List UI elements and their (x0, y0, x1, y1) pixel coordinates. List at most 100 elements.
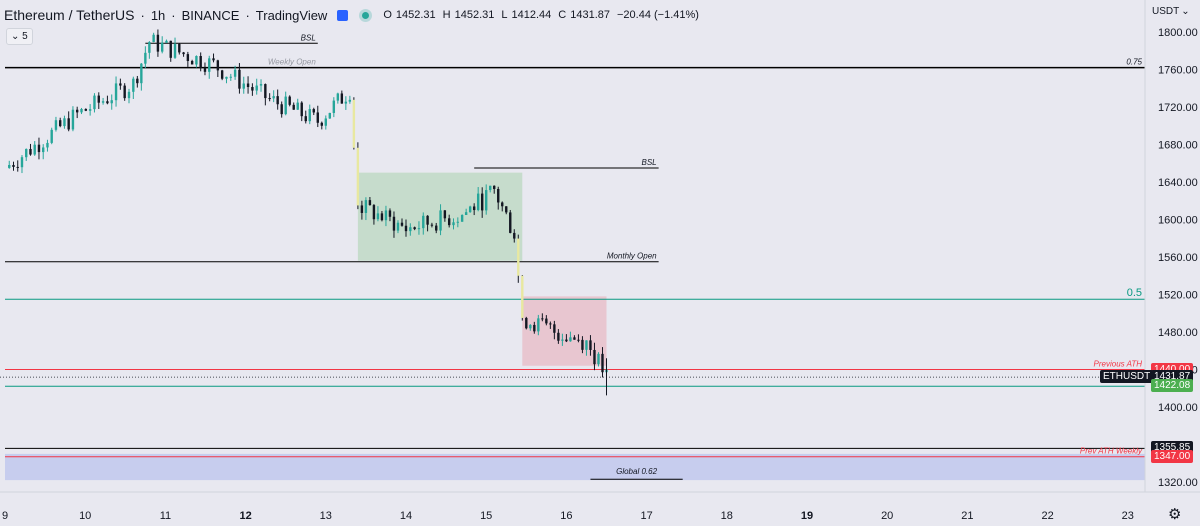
candle-body (557, 332, 560, 341)
candle-body (300, 102, 303, 117)
candle-body (404, 225, 408, 232)
level-label: BSL (301, 33, 316, 42)
candle-body (203, 68, 207, 72)
candle-body (33, 144, 36, 155)
candle-body (272, 96, 275, 99)
candle-body (392, 216, 396, 231)
level-label: Global 0.62 (616, 467, 657, 476)
candle-body (37, 144, 41, 153)
candle-body (497, 188, 500, 203)
candle-body (417, 228, 421, 230)
candle-body (80, 108, 83, 113)
candle-body (216, 60, 220, 71)
candle-body (368, 200, 372, 206)
candle-body (114, 83, 118, 101)
exchange-label: BINANCE (181, 7, 240, 23)
chevron-down-icon: ⌄ (1181, 6, 1190, 17)
candle-body (246, 83, 250, 88)
symbol-title[interactable]: Ethereum / TetherUS (4, 7, 135, 23)
y-tick-label: 1640.00 (1158, 177, 1198, 189)
candle-body (388, 210, 392, 217)
candle-body (25, 148, 28, 158)
level-label: Weekly Open (268, 58, 316, 67)
x-tick-label: 12 (239, 510, 251, 522)
candle-body (292, 104, 295, 110)
candle-body (136, 78, 139, 84)
currency-label: USDT (1152, 6, 1180, 17)
candle-body (320, 122, 323, 126)
candle-body (430, 224, 434, 226)
low-key: L (501, 9, 508, 21)
candle-body (597, 353, 600, 365)
y-tick-label: 1720.00 (1158, 102, 1198, 114)
zone-red (522, 296, 607, 366)
currency-selector[interactable]: USDT ⌄ (1152, 6, 1190, 17)
candle-body (229, 76, 232, 78)
candle-body (71, 109, 75, 130)
interval-label[interactable]: 1h (150, 7, 166, 23)
candle-body (537, 318, 540, 332)
close-key: C (558, 9, 567, 21)
candle-body (380, 213, 384, 221)
candle-body (541, 318, 544, 320)
candle-body (593, 349, 596, 365)
y-tick-label: 1800.00 (1158, 27, 1198, 39)
source-label: TradingView (255, 7, 328, 23)
flag-icon[interactable] (337, 9, 349, 21)
candle-body (340, 93, 344, 104)
candle-body (140, 63, 143, 84)
indicators-collapse-button[interactable]: ⌄ 5 (6, 28, 33, 45)
candle-body (409, 227, 412, 232)
candle-body (316, 112, 319, 123)
candle-body (123, 85, 126, 99)
candle-body (84, 108, 88, 111)
candle-body (396, 222, 400, 231)
candle-body (63, 118, 66, 127)
symbol-price-tag: ETHUSDT (1100, 370, 1154, 384)
separator-dot: · (245, 7, 250, 23)
candle-body (360, 205, 364, 213)
level-label: 0.5 (1127, 287, 1142, 299)
candle-body (42, 147, 45, 153)
candle-body (165, 40, 168, 43)
candle-body (148, 42, 151, 53)
candle-body (456, 221, 460, 223)
zone-blue (5, 453, 1145, 481)
candle-body (8, 164, 11, 168)
candle-body (501, 202, 504, 207)
candle-body (324, 118, 327, 126)
candle-body (573, 337, 576, 340)
candle-body (186, 54, 190, 61)
candle-body (447, 218, 451, 226)
ohlc-values: O 1452.31 H 1452.31 L 1412.44 C 1431.87 −20.… (383, 9, 702, 21)
candle-body (460, 214, 464, 222)
candle-body (156, 34, 160, 52)
candle-body (251, 87, 254, 91)
y-tick-label: 1520.00 (1158, 290, 1198, 302)
candle-body (439, 210, 442, 231)
candle-body (589, 340, 592, 350)
open-value: 1452.31 (395, 9, 436, 21)
candle-body (276, 96, 279, 105)
candle-body (485, 190, 488, 211)
candle-body (505, 206, 508, 213)
candle-body (422, 215, 425, 229)
close-value: 1431.87 (570, 9, 610, 21)
candle-body (464, 212, 468, 215)
candle-body (384, 210, 388, 221)
candle-body (190, 60, 194, 65)
candle-body (54, 120, 58, 130)
candle-body (468, 206, 472, 213)
candle-body (352, 99, 356, 148)
candle-body (581, 339, 584, 350)
level-label: BSL (642, 158, 657, 167)
candle-body (106, 101, 109, 104)
candle-body (304, 116, 307, 122)
open-key: O (383, 9, 392, 21)
settings-gear-icon[interactable]: ⚙ (1168, 506, 1182, 523)
candle-body (178, 43, 181, 53)
candle-body (565, 339, 568, 342)
candle-body (336, 93, 340, 101)
market-status-icon (362, 11, 370, 19)
